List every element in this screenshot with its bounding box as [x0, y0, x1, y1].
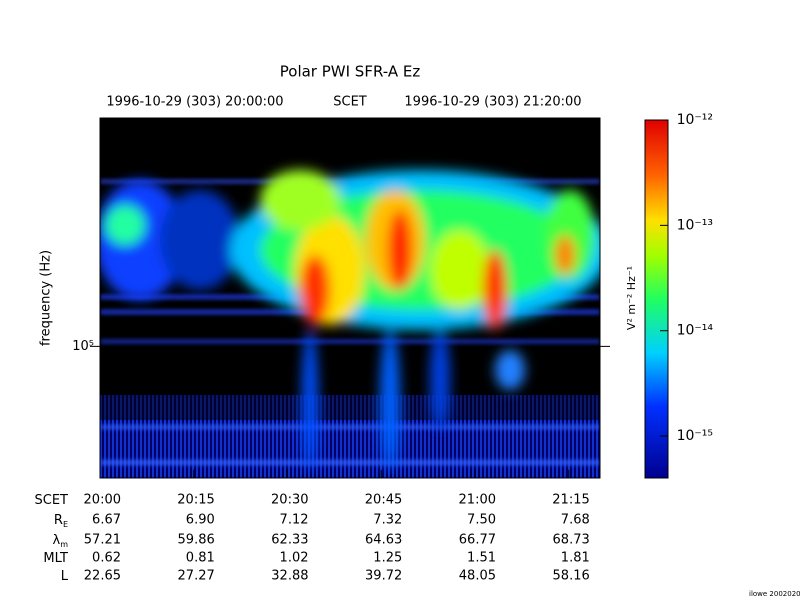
row-value: 27.27 [178, 569, 215, 584]
colorbar-tick-label: 10⁻¹² [677, 112, 713, 128]
row-value: 39.72 [365, 569, 402, 584]
row-value: 32.88 [271, 569, 308, 584]
row-value: 7.12 [280, 513, 309, 528]
header-end: 1996-10-29 (303) 21:20:00 [404, 95, 581, 110]
row-label: L [61, 569, 69, 584]
row-value: 7.32 [373, 513, 402, 528]
row-value: 64.63 [365, 533, 402, 548]
row-value: 0.62 [92, 551, 121, 566]
row-value: 66.77 [459, 533, 496, 548]
row-label-main: R [54, 513, 63, 528]
x-tick-label: 20:00 [84, 493, 121, 508]
x-tick-label: 20:45 [365, 493, 402, 508]
row-value: 62.33 [271, 533, 308, 548]
footer: ilowe 20020209 [749, 590, 800, 598]
row-label-main: L [61, 569, 69, 584]
row-value: 1.81 [561, 551, 590, 566]
row-label-main: λ [53, 533, 61, 548]
row-value: 68.73 [553, 533, 590, 548]
y-axis-label: frequency (Hz) [39, 250, 54, 346]
row-value: 22.65 [84, 569, 121, 584]
header-center: SCET [333, 95, 367, 110]
row-value: 1.25 [373, 551, 402, 566]
row-value: 48.05 [459, 569, 496, 584]
row-label: SCET [35, 493, 69, 508]
colorbar-tick-label: 10⁻¹³ [677, 217, 713, 233]
header-start: 1996-10-29 (303) 20:00:00 [106, 95, 283, 110]
row-value: 6.90 [186, 513, 215, 528]
plot-frame [99, 117, 601, 479]
row-value: 7.68 [561, 513, 590, 528]
row-label: λm [53, 533, 69, 549]
row-value: 59.86 [178, 533, 215, 548]
row-label-main: MLT [43, 551, 68, 566]
row-value: 6.67 [92, 513, 121, 528]
row-label-sub: E [63, 520, 68, 529]
row-value: 58.16 [553, 569, 590, 584]
colorbar-tick-label: 10⁻¹⁵ [677, 428, 713, 444]
row-value: 0.81 [186, 551, 215, 566]
x-tick-label: 20:15 [177, 493, 214, 508]
spectrogram [100, 118, 600, 478]
row-value: 57.21 [84, 533, 121, 548]
chart-title: Polar PWI SFR-A Ez [280, 63, 421, 81]
row-label: RE [54, 513, 68, 529]
y-tick-label: 10⁵ [72, 339, 94, 354]
colorbar-tick-label: 10⁻¹⁴ [677, 323, 714, 339]
row-label: MLT [43, 551, 68, 566]
x-tick-label: 20:30 [271, 493, 308, 508]
row-value: 7.50 [467, 513, 496, 528]
row-label-sub: m [60, 540, 68, 549]
x-tick-label: 21:15 [552, 493, 589, 508]
colorbar [644, 119, 669, 479]
row-value: 1.02 [280, 551, 309, 566]
row-value: 1.51 [467, 551, 496, 566]
row-label-main: SCET [35, 493, 69, 508]
colorbar-label: V² m⁻² Hz⁻¹ [625, 266, 638, 330]
x-tick-label: 21:00 [459, 493, 496, 508]
